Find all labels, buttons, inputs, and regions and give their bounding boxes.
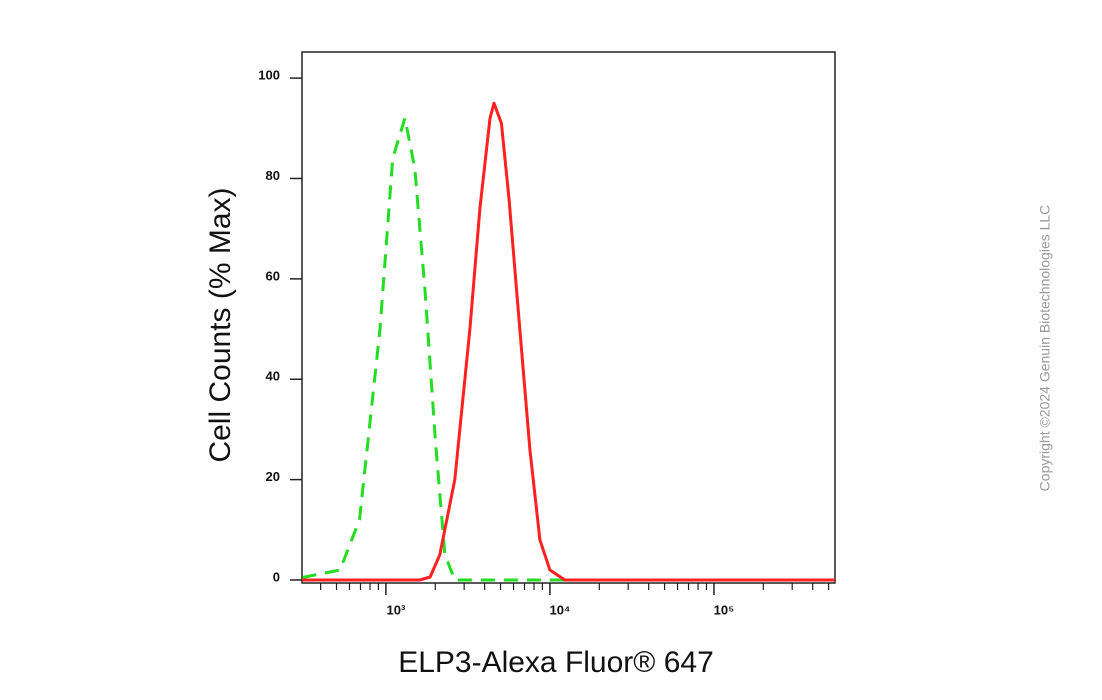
y-tick-label: 40 xyxy=(266,369,280,384)
y-axis-label: Cell Counts (% Max) xyxy=(204,187,237,462)
plot-frame xyxy=(301,51,836,584)
y-tick-label: 80 xyxy=(266,168,280,183)
histogram-line xyxy=(302,116,835,582)
y-tick-label: 60 xyxy=(266,268,280,283)
x-tick-label: 10⁵ xyxy=(714,602,735,617)
x-tick-label: 10⁴ xyxy=(549,602,570,617)
x-axis-label: ELP3-Alexa Fluor® 647 xyxy=(398,646,714,679)
y-tick-label: 0 xyxy=(273,569,280,584)
x-tick-label: 10³ xyxy=(386,602,405,617)
y-tick-label: 100 xyxy=(258,68,280,83)
copyright: Copyright ©2024 Genuin Biotechnologies L… xyxy=(1037,205,1053,492)
y-tick-label: 20 xyxy=(266,469,280,484)
histogram-line xyxy=(302,101,835,582)
